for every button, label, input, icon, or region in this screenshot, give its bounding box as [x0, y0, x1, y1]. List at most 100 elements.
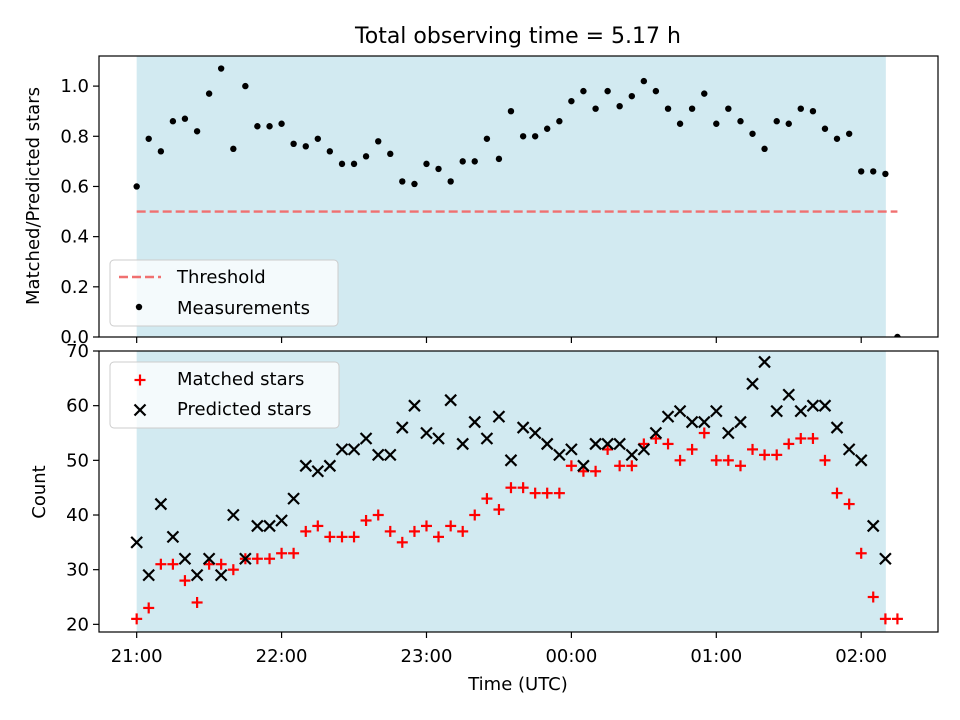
matched-point — [143, 602, 155, 614]
measurement-point — [266, 123, 273, 130]
predicted-point-b — [323, 459, 337, 473]
predicted-point-b — [866, 519, 880, 533]
predicted-point — [794, 404, 808, 418]
predicted-point-b — [420, 426, 433, 440]
predicted-point-b — [178, 552, 192, 566]
predicted-point — [480, 432, 494, 445]
predicted-point-b — [480, 432, 494, 445]
matched-point — [276, 547, 288, 559]
predicted-point — [553, 448, 566, 462]
predicted-point — [190, 568, 204, 582]
matched-point — [747, 443, 759, 455]
predicted-point-b — [613, 437, 626, 451]
measurement-point — [543, 125, 551, 132]
measurement-point — [302, 143, 309, 150]
predicted-point-b — [746, 377, 759, 391]
matched-point — [710, 454, 722, 466]
matched-point — [215, 558, 227, 570]
predicted-point-b — [142, 568, 155, 582]
measurement-point — [326, 148, 334, 155]
predicted-point — [444, 393, 457, 407]
predicted-point — [383, 448, 397, 462]
y-tick-label: 30 — [66, 560, 89, 581]
legend-threshold-label: Threshold — [176, 267, 266, 288]
x-tick-label: 23:00 — [401, 646, 453, 667]
measurement-point — [894, 333, 901, 337]
predicted-point — [565, 443, 578, 456]
matched-point — [372, 509, 384, 521]
predicted-point-b — [492, 410, 506, 423]
measurement-point — [435, 165, 442, 173]
measurement-point — [483, 135, 491, 142]
measurement-point — [193, 128, 201, 135]
measurement-point — [773, 118, 780, 125]
predicted-point — [420, 426, 433, 440]
matched-point — [565, 460, 577, 472]
measurement-point — [580, 87, 587, 95]
predicted-point-b — [166, 530, 180, 544]
matched-point — [771, 449, 783, 461]
matched-point — [614, 460, 626, 472]
measurement-point — [870, 168, 877, 175]
predicted-point — [178, 552, 192, 566]
predicted-point-b — [396, 421, 409, 434]
predicted-point-b — [468, 415, 482, 429]
matched-point — [227, 564, 239, 576]
matched-point — [698, 427, 710, 439]
predicted-point — [396, 421, 409, 434]
matched-point — [384, 525, 396, 537]
y-tick-label: 0.4 — [60, 227, 89, 248]
matched-point — [553, 487, 565, 499]
predicted-point-b — [275, 514, 288, 527]
measurement-point — [592, 105, 599, 112]
predicted-point-b — [408, 399, 421, 412]
x-tick-label: 21:00 — [111, 646, 163, 667]
measurement-point — [882, 170, 889, 178]
x-tick-label: 00:00 — [545, 646, 597, 667]
predicted-point-b — [287, 492, 300, 505]
x-tick-label: 22:00 — [256, 646, 308, 667]
measurement-point — [254, 123, 261, 130]
measurement-point — [459, 158, 466, 165]
predicted-point-b — [734, 415, 747, 429]
measurement-point — [133, 183, 140, 190]
measurement-point — [447, 178, 454, 185]
predicted-point — [287, 492, 300, 505]
matched-point — [517, 482, 529, 494]
y-tick-label: 0.6 — [60, 176, 89, 197]
measurement-point — [652, 87, 660, 95]
measurement-point — [785, 120, 792, 127]
predicted-point — [323, 459, 337, 473]
measurement-point — [362, 153, 370, 160]
matched-point — [722, 454, 734, 466]
matched-point — [807, 432, 819, 444]
y-tick-label: 40 — [66, 505, 89, 526]
matched-point — [493, 504, 505, 516]
predicted-point-b — [347, 443, 361, 456]
predicted-point — [347, 443, 361, 456]
predicted-point — [263, 519, 276, 533]
measurement-point — [761, 145, 768, 153]
y-tick-label: 50 — [66, 450, 89, 471]
measurement-point — [833, 135, 841, 142]
chart-title: Total observing time = 5.17 h — [354, 24, 681, 49]
predicted-point-b — [601, 437, 614, 451]
y-tick-label: 0.2 — [60, 277, 89, 298]
predicted-point — [432, 432, 445, 445]
predicted-point — [685, 415, 699, 429]
predicted-point — [842, 443, 856, 456]
matched-point — [590, 465, 602, 477]
matched-point — [469, 509, 481, 521]
matched-point — [264, 553, 276, 565]
predicted-point — [673, 404, 687, 418]
top-panel: 0.0 0.2 0.4 0.6 0.8 1.0 Threshold Measurements — [60, 55, 939, 348]
predicted-point-b — [239, 552, 252, 566]
matched-point — [348, 531, 360, 543]
predicted-point-b — [565, 443, 578, 456]
measurement-point — [278, 120, 285, 127]
plot-layer: 0.0 0.2 0.4 0.6 0.8 1.0 Threshold Measurements 2… — [60, 55, 939, 667]
matched-point — [795, 432, 807, 444]
predicted-point-b — [516, 421, 530, 434]
matched-point — [843, 498, 855, 510]
predicted-point-b — [359, 432, 373, 445]
